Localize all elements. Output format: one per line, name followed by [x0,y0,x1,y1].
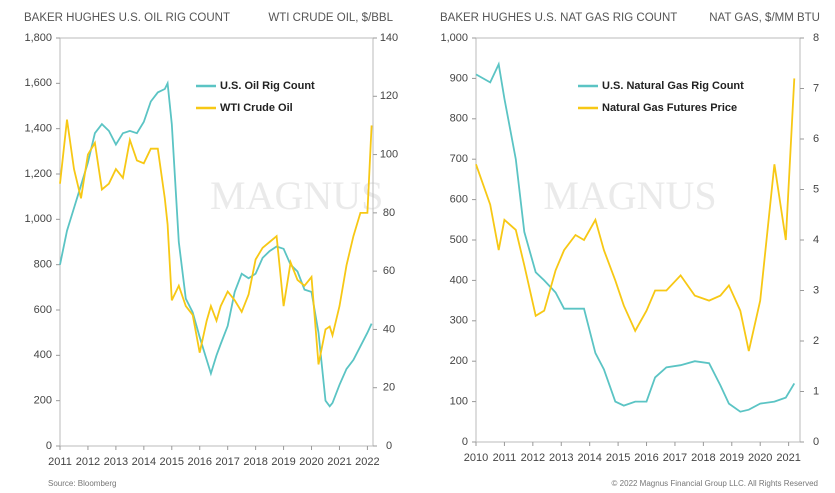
x-tick-label: 2017 [215,456,239,468]
y2-title: NAT GAS, $/MM BTU [709,12,820,24]
y-tick-label: 0 [46,440,52,452]
chart-title: BAKER HUGHES U.S. OIL RIG COUNT [24,12,230,24]
y2-tick-label: 120 [380,90,398,102]
legend-label: U.S. Oil Rig Count [220,80,315,92]
y2-tick-label: 20 [383,382,395,394]
y2-tick-label: 80 [383,207,395,219]
y2-tick-label: 7 [813,82,819,94]
series-line [59,80,373,408]
x-tick-label: 2010 [464,452,488,464]
y-tick-label: 1,800 [24,32,52,44]
y2-tick-label: 0 [813,436,819,448]
y-tick-label: 0 [462,436,468,448]
y2-tick-label: 0 [386,440,392,452]
series-line [475,61,796,413]
y-tick-label: 200 [450,355,468,367]
x-tick-label: 2019 [720,452,744,464]
x-tick-label: 2020 [748,452,772,464]
x-tick-label: 2014 [132,456,156,468]
x-tick-label: 2012 [521,452,545,464]
y2-tick-label: 4 [813,234,819,246]
x-tick-label: 2021 [776,452,800,464]
legend-label: U.S. Natural Gas Rig Count [602,80,744,92]
y-tick-label: 700 [450,153,468,165]
x-tick-label: 2021 [327,456,351,468]
y2-tick-label: 5 [813,183,819,195]
source-note: Source: Bloomberg [48,479,116,488]
y-tick-label: 600 [34,304,52,316]
y-tick-label: 300 [450,315,468,327]
series-line [59,119,373,365]
y2-tick-label: 1 [813,385,819,397]
y2-tick-label: 40 [383,323,395,335]
y2-tick-label: 140 [380,32,398,44]
y-tick-label: 500 [450,234,468,246]
series-line [475,78,796,352]
x-tick-label: 2018 [243,456,267,468]
y-tick-label: 1,000 [24,213,52,225]
y-tick-label: 800 [450,113,468,125]
legend-label: Natural Gas Futures Price [602,102,737,114]
x-tick-label: 2013 [549,452,573,464]
x-tick-label: 2019 [271,456,295,468]
x-tick-label: 2011 [48,456,72,468]
x-tick-label: 2014 [577,452,601,464]
x-tick-label: 2015 [160,456,184,468]
y-tick-label: 200 [34,395,52,407]
y-tick-label: 900 [450,72,468,84]
x-tick-label: 2016 [187,456,211,468]
x-tick-label: 2013 [104,456,128,468]
copyright: © 2022 Magnus Financial Group LLC. All R… [612,479,818,488]
x-tick-label: 2018 [691,452,715,464]
watermark: MAGNUS [210,173,383,218]
chart-title: BAKER HUGHES U.S. NAT GAS RIG COUNT [440,12,677,24]
y-tick-label: 1,600 [24,77,52,89]
y2-title: WTI CRUDE OIL, $/BBL [268,12,393,24]
y2-tick-label: 60 [383,265,395,277]
y2-tick-label: 2 [813,335,819,347]
y2-tick-label: 8 [813,32,819,44]
y-tick-label: 100 [450,396,468,408]
watermark: MAGNUS [543,173,716,218]
x-tick-label: 2011 [493,452,517,464]
x-tick-label: 2016 [634,452,658,464]
plot-frame [475,37,801,443]
y2-tick-label: 6 [813,133,819,145]
y-tick-label: 800 [34,259,52,271]
y-tick-label: 400 [34,349,52,361]
x-tick-label: 2017 [663,452,687,464]
y-tick-label: 1,400 [24,123,52,135]
y-tick-label: 600 [450,194,468,206]
x-tick-label: 2020 [299,456,323,468]
y-tick-label: 400 [450,274,468,286]
y2-tick-label: 3 [813,284,819,296]
x-tick-label: 2022 [355,456,379,468]
legend-label: WTI Crude Oil [220,102,293,114]
x-tick-label: 2012 [76,456,100,468]
plot-frame [59,37,374,447]
y-tick-label: 1,000 [440,32,468,44]
y-tick-label: 1,200 [24,168,52,180]
y2-tick-label: 100 [380,148,398,160]
x-tick-label: 2015 [606,452,630,464]
